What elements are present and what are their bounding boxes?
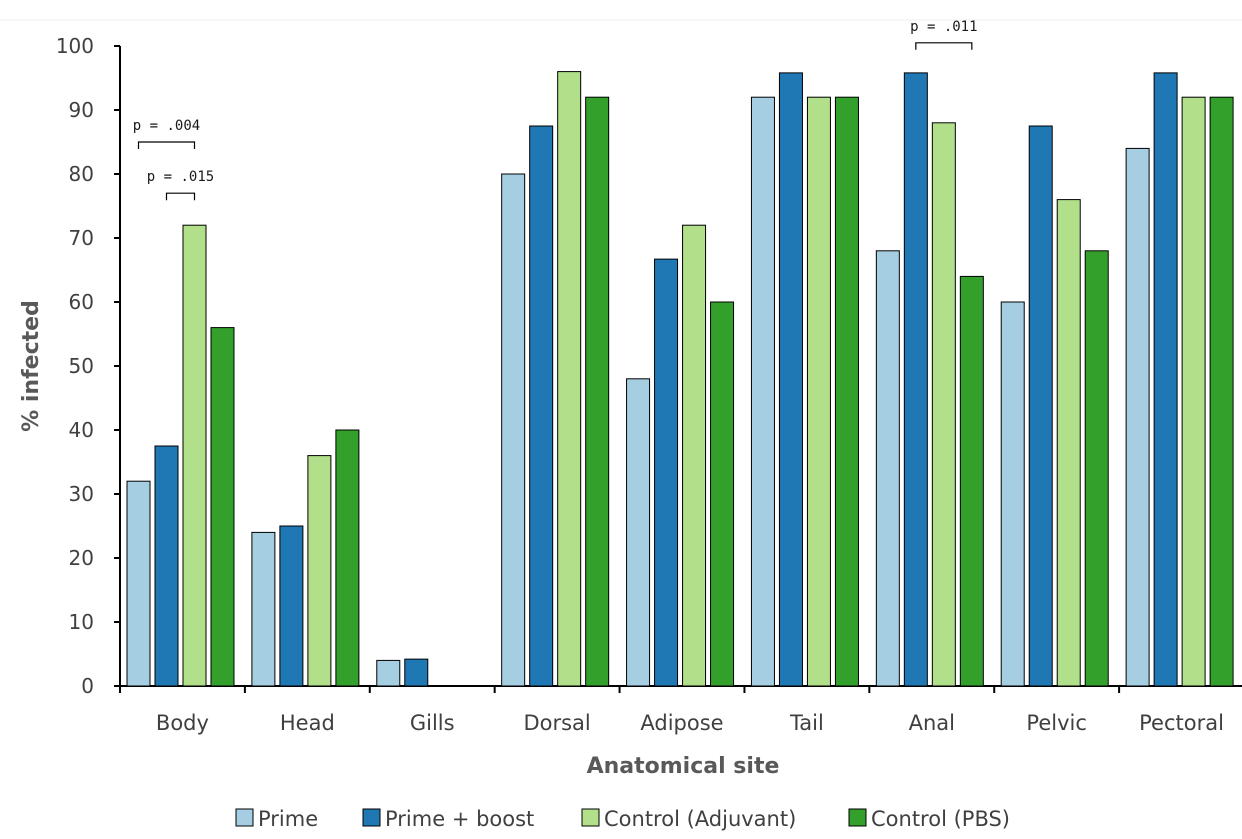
- x-tick-label: Adipose: [640, 711, 723, 735]
- y-tick-label: 20: [69, 546, 94, 570]
- bar: [1084, 250, 1109, 687]
- bar: [126, 480, 151, 687]
- x-tick-label: Gills: [410, 711, 455, 735]
- legend-label: Control (Adjuvant): [604, 807, 796, 831]
- bar: [1181, 96, 1206, 687]
- bar: [404, 658, 429, 687]
- y-tick-label: 70: [69, 226, 94, 250]
- bar: [875, 250, 900, 687]
- significance-bracket: [165, 192, 196, 201]
- significance-annotations: p = .004 p = .015 p = .011: [133, 19, 978, 201]
- legend-label: Control (PBS): [871, 807, 1010, 831]
- x-tick-label: Body: [156, 711, 209, 735]
- bar: [1209, 96, 1234, 687]
- bar: [626, 378, 651, 687]
- bar: [501, 173, 526, 687]
- bar: [154, 445, 179, 687]
- bar: [654, 258, 679, 687]
- y-tick-label: 10: [69, 610, 94, 634]
- y-tick-label: 0: [81, 674, 94, 698]
- bar: [806, 96, 831, 687]
- bar: [1028, 125, 1053, 687]
- bar: [710, 301, 735, 687]
- bar: [682, 224, 707, 687]
- bar: [307, 455, 332, 687]
- bar: [557, 71, 582, 687]
- bar: [750, 96, 775, 687]
- bar: [1125, 147, 1150, 687]
- legend-label: Prime + boost: [385, 807, 534, 831]
- legend-swatch: [848, 808, 867, 827]
- x-tick-label: Head: [280, 711, 335, 735]
- significance-bracket: [137, 141, 196, 149]
- x-tick-label: Tail: [789, 711, 824, 735]
- y-axis: 0 10 20 30 40 50 60 70 80 90 100: [56, 34, 121, 698]
- x-tick-label: Anal: [909, 711, 955, 735]
- x-axis: Body Head Gills Dorsal Adipose Tail Anal Pelvic…: [119, 685, 1242, 735]
- y-tick-label: 30: [69, 482, 94, 506]
- p-value-label: p = .011: [910, 19, 977, 35]
- y-tick-label: 100: [56, 34, 94, 58]
- x-axis-title: Anatomical site: [587, 754, 780, 779]
- bar: [335, 429, 360, 687]
- bar: [903, 72, 928, 687]
- significance-bracket: [915, 42, 973, 50]
- bar: [182, 224, 207, 687]
- legend: Prime Prime + boost Control (Adjuvant) Cont…: [235, 807, 1010, 831]
- y-tick-label: 50: [69, 354, 94, 378]
- y-tick-label: 60: [69, 290, 94, 314]
- y-tick-label: 90: [69, 98, 94, 122]
- bar: [1000, 301, 1025, 687]
- y-tick-label: 40: [69, 418, 94, 442]
- bar: [376, 659, 401, 687]
- x-tick-label: Dorsal: [523, 711, 590, 735]
- bar: [251, 531, 276, 687]
- legend-swatch: [362, 808, 381, 827]
- bar: [778, 72, 803, 687]
- legend-swatch: [235, 808, 254, 827]
- x-tick-label: Pelvic: [1026, 711, 1086, 735]
- bars: [126, 71, 1234, 687]
- y-tick-label: 80: [69, 162, 94, 186]
- bar: [529, 125, 554, 687]
- bar: [1056, 199, 1081, 687]
- y-axis-title: % infected: [19, 300, 44, 432]
- bar: [931, 122, 956, 687]
- bar: [585, 96, 610, 687]
- bar: [279, 525, 304, 687]
- legend-swatch: [581, 808, 600, 827]
- p-value-label: p = .015: [147, 169, 214, 185]
- x-tick-label: Pectoral: [1139, 711, 1224, 735]
- bar: [959, 275, 984, 687]
- legend-label: Prime: [258, 807, 318, 831]
- bar: [1153, 72, 1178, 687]
- p-value-label: p = .004: [133, 118, 200, 134]
- bar: [210, 327, 235, 687]
- bar: [834, 96, 859, 687]
